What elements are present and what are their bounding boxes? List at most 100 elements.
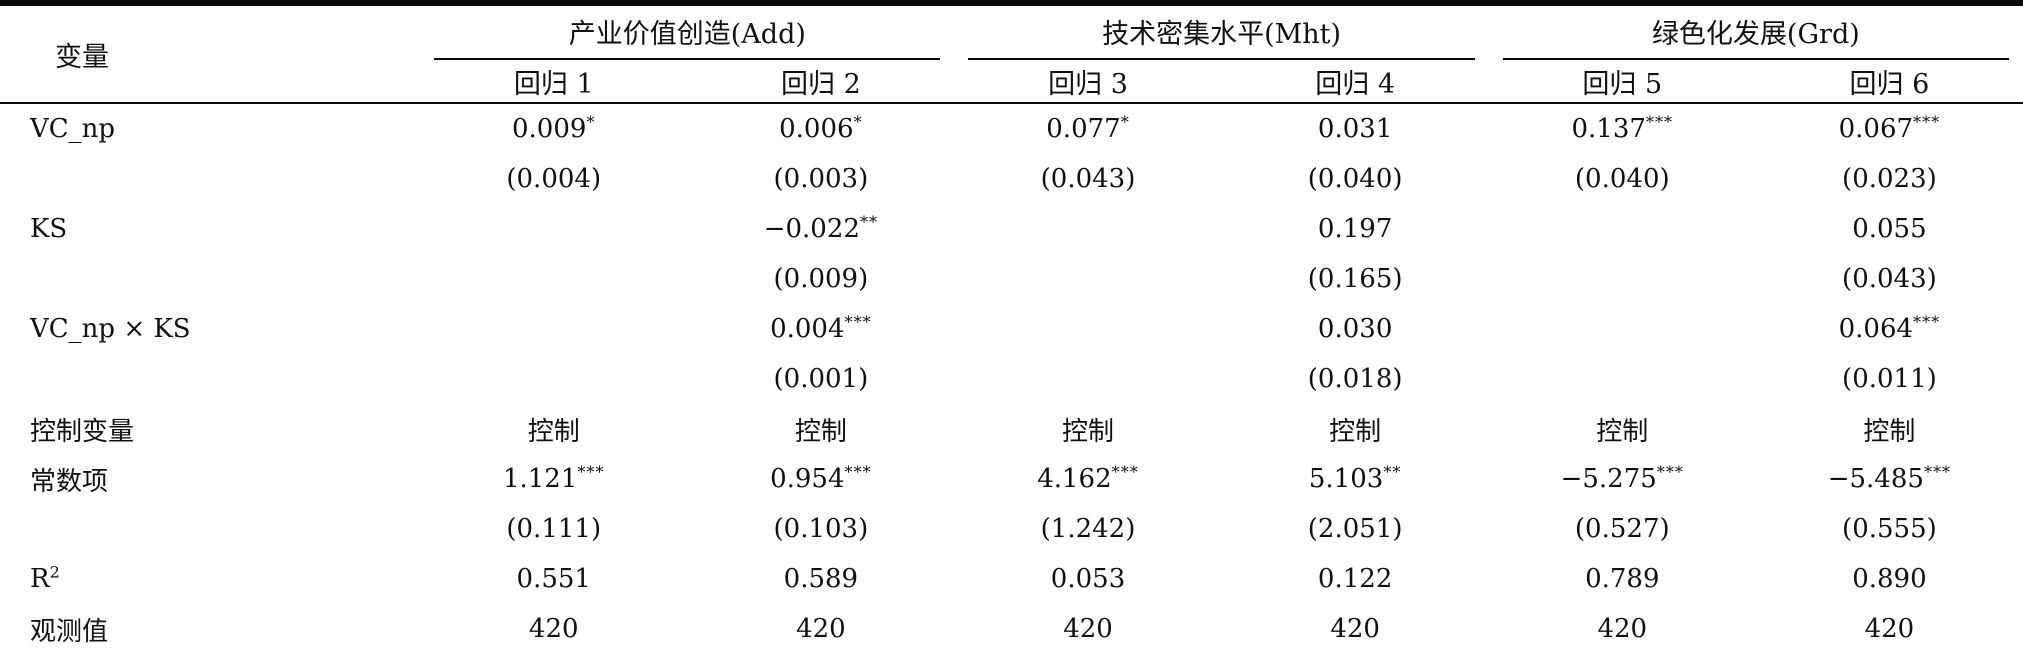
table-cell: 420 <box>1597 614 1648 644</box>
table-cell <box>420 304 687 354</box>
superscript: * <box>1120 112 1130 132</box>
column-header-reg2: 回归 2 <box>687 60 955 104</box>
table-cell: 420 <box>1330 614 1380 644</box>
table-cell: 控制 <box>1596 416 1649 447</box>
superscript: *** <box>1913 312 1941 332</box>
table-cell: −5.275*** <box>1560 462 1684 494</box>
row-label: KS <box>30 214 68 244</box>
table-row: 控制变量 控制 控制 控制 控制 控制 控制 <box>0 404 2023 454</box>
table-cell: 控制 <box>1062 416 1115 447</box>
table-cell: (0.111) <box>506 514 602 544</box>
superscript: *** <box>1656 462 1684 482</box>
table-cell: (0.011) <box>1842 364 1937 394</box>
column-header-reg6: 回归 6 <box>1755 60 2023 104</box>
table-cell: 4.162*** <box>1037 462 1139 494</box>
table-cell: (0.023) <box>1842 164 1937 194</box>
table-cell <box>1489 204 1756 254</box>
table-cell: 控制 <box>794 416 847 447</box>
column-header-reg5: 回归 5 <box>1488 60 1756 104</box>
table-row: (0.001) (0.018) (0.011) <box>0 354 2023 404</box>
table-row: 常数项 1.121*** 0.954*** 4.162*** 5.103** −5.275… <box>0 454 2023 504</box>
row-label: VC_np × KS <box>30 314 191 344</box>
row-label <box>0 504 420 554</box>
table-cell <box>420 354 687 404</box>
superscript: ** <box>859 212 879 232</box>
table-cell: (0.018) <box>1307 364 1403 394</box>
table-cell: (0.001) <box>773 364 869 394</box>
table-cell: 0.067*** <box>1838 112 1941 144</box>
table-cell: 控制 <box>527 416 580 447</box>
column-header-reg4: 回归 4 <box>1221 60 1489 104</box>
superscript: * <box>853 112 863 132</box>
table-row: R2 0.551 0.589 0.053 0.122 0.789 0.890 <box>0 554 2023 604</box>
table-cell: −5.485*** <box>1827 462 1952 494</box>
table-cell: (1.242) <box>1040 514 1136 544</box>
table-cell: (0.555) <box>1842 514 1937 544</box>
group-header-add-label: 产业价值创造(Add) <box>434 6 941 60</box>
table-cell: 控制 <box>1329 416 1382 447</box>
table-cell <box>954 304 1221 354</box>
table-cell: 420 <box>1864 614 1915 644</box>
table-cell <box>1489 304 1756 354</box>
group-header-grd: 绿色化发展(Grd) <box>1489 3 2023 60</box>
row-label <box>0 354 420 404</box>
table-cell: 0.055 <box>1852 214 1927 244</box>
table-cell <box>954 354 1221 404</box>
table-cell <box>420 204 687 254</box>
table-row: VC_np × KS 0.004*** 0.030 0.064*** <box>0 304 2023 354</box>
table-cell: −0.022** <box>763 212 879 244</box>
table-cell: 0.031 <box>1317 114 1393 144</box>
superscript: *** <box>577 462 605 482</box>
table-cell <box>1489 254 1756 304</box>
table-cell: (0.040) <box>1307 164 1403 194</box>
table-header: 变量 产业价值创造(Add) 技术密集水平(Mht) 绿色化发展(Grd) 回归… <box>0 3 2023 104</box>
superscript: ** <box>1383 462 1402 482</box>
variable-column-header: 变量 <box>0 3 421 104</box>
table-cell: (0.527) <box>1574 514 1670 544</box>
table-cell <box>1489 354 1756 404</box>
table-cell: 0.589 <box>783 564 859 594</box>
group-header-add: 产业价值创造(Add) <box>420 3 954 60</box>
row-label <box>0 154 420 204</box>
table-cell: 420 <box>528 614 579 644</box>
table-cell: (0.004) <box>506 164 602 194</box>
table-row: KS −0.022** 0.197 0.055 <box>0 204 2023 254</box>
table-row: 观测值 420 420 420 420 420 420 <box>0 604 2023 650</box>
table-cell: 1.121*** <box>502 462 605 494</box>
table-cell: 0.030 <box>1317 314 1393 344</box>
table-cell: (0.165) <box>1307 264 1403 294</box>
table-cell: 0.137*** <box>1571 112 1674 144</box>
table-cell: 420 <box>1063 614 1113 644</box>
table-cell: (0.103) <box>773 514 869 544</box>
table-cell: 0.122 <box>1317 564 1393 594</box>
row-label: 常数项 <box>30 466 109 497</box>
table-cell: (0.040) <box>1574 164 1670 194</box>
table-cell: (0.043) <box>1842 264 1937 294</box>
table-cell: 5.103** <box>1308 462 1402 494</box>
table-cell: 0.789 <box>1585 564 1660 594</box>
table-row: (0.111) (0.103) (1.242) (2.051) (0.527) (0.55… <box>0 504 2023 554</box>
table-cell: 0.551 <box>516 564 591 594</box>
table-cell: 0.006* <box>779 112 863 144</box>
table-cell: 0.197 <box>1317 214 1393 244</box>
table-cell: 420 <box>796 614 846 644</box>
group-header-mht-label: 技术密集水平(Mht) <box>968 6 1475 60</box>
group-header-mht: 技术密集水平(Mht) <box>954 3 1488 60</box>
table-cell: 0.004*** <box>770 312 872 344</box>
table-cell: 0.890 <box>1852 564 1927 594</box>
table-cell: 0.053 <box>1050 564 1126 594</box>
table-cell: 0.954*** <box>770 462 872 494</box>
superscript: *** <box>844 312 872 332</box>
superscript: *** <box>1923 462 1952 482</box>
row-label: 观测值 <box>30 616 109 647</box>
table-cell: (0.009) <box>773 264 869 294</box>
table-row: VC_np 0.009* 0.006* 0.077* 0.031 0.137*** 0.06… <box>0 103 2023 154</box>
table-cell <box>954 204 1221 254</box>
row-label: VC_np <box>30 114 116 144</box>
column-header-reg1: 回归 1 <box>420 60 688 104</box>
table-cell: 控制 <box>1863 416 1916 447</box>
superscript: * <box>586 112 596 132</box>
table-body: VC_np 0.009* 0.006* 0.077* 0.031 0.137*** 0.06… <box>0 103 2023 650</box>
superscript: *** <box>1645 112 1674 132</box>
